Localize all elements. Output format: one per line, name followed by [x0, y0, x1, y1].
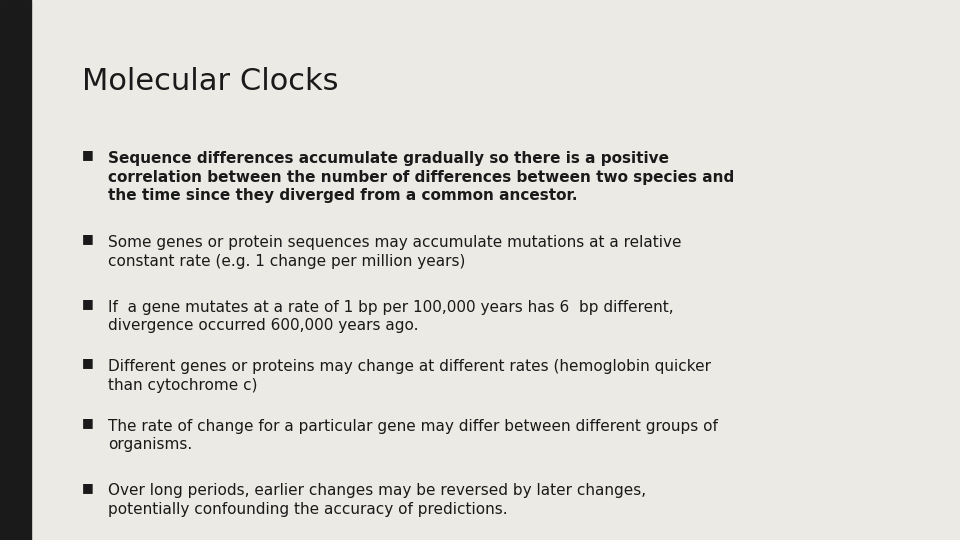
Text: ■: ■	[82, 356, 93, 369]
Text: ■: ■	[82, 481, 93, 494]
Text: The rate of change for a particular gene may differ between different groups of
: The rate of change for a particular gene…	[108, 418, 718, 452]
Text: ■: ■	[82, 416, 93, 429]
Text: If  a gene mutates at a rate of 1 bp per 100,000 years has 6  bp different,
dive: If a gene mutates at a rate of 1 bp per …	[108, 300, 674, 333]
Text: Different genes or proteins may change at different rates (hemoglobin quicker
th: Different genes or proteins may change a…	[108, 359, 711, 393]
Bar	[0, 0, 31, 540]
Text: Molecular Clocks: Molecular Clocks	[82, 68, 338, 97]
Text: ■: ■	[82, 297, 93, 310]
Text: ■: ■	[82, 148, 93, 161]
Text: Sequence differences accumulate gradually so there is a positive
correlation bet: Sequence differences accumulate graduall…	[108, 151, 734, 204]
Text: ■: ■	[82, 232, 93, 245]
Text: Some genes or protein sequences may accumulate mutations at a relative
constant : Some genes or protein sequences may accu…	[108, 235, 682, 268]
Text: Over long periods, earlier changes may be reversed by later changes,
potentially: Over long periods, earlier changes may b…	[108, 483, 647, 517]
